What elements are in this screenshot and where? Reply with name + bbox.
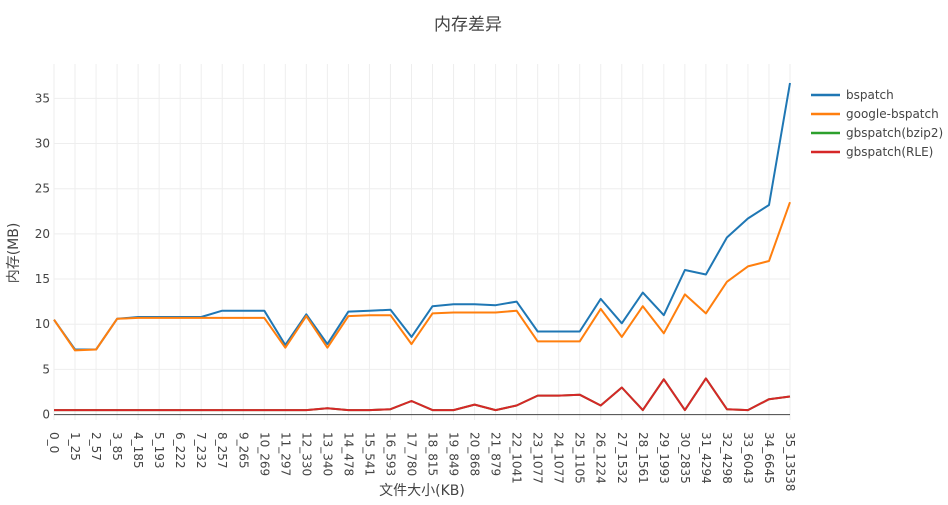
- y-tick-label: 10: [35, 317, 50, 331]
- x-tick-label: 3_85: [110, 432, 124, 461]
- x-tick-label: 2_57: [89, 432, 103, 461]
- legend-label: gbspatch(RLE): [846, 145, 933, 159]
- x-tick-label: 26_1224: [594, 432, 608, 484]
- x-tick-label: 34_6645: [762, 432, 776, 484]
- x-axis-ticks: 0_0 1_25 2_57 3_85 4_185 5_193 6_222 7_232 8_257…: [47, 432, 797, 491]
- x-tick-label: 31_4294: [699, 432, 713, 484]
- x-tick-label: 10_269: [257, 432, 271, 476]
- x-tick-label: 27_1532: [615, 432, 629, 484]
- grid: [53, 64, 791, 420]
- x-tick-label: 30_2835: [678, 432, 692, 484]
- x-tick-label: 12_330: [299, 432, 313, 476]
- x-tick-label: 0_0: [47, 432, 61, 453]
- legend-label: gbspatch(bzip2): [846, 126, 943, 140]
- chart-title: 内存差异: [434, 15, 502, 35]
- x-tick-label: 29_1993: [657, 432, 671, 484]
- legend-item[interactable]: gbspatch(bzip2): [811, 126, 943, 140]
- series-line: [54, 377, 791, 412]
- series-lines: [53, 82, 791, 412]
- y-tick-label: 0: [42, 408, 50, 422]
- x-tick-label: 15_541: [362, 432, 376, 476]
- x-tick-label: 8_257: [215, 432, 229, 469]
- x-tick-label: 18_815: [426, 432, 440, 476]
- x-tick-label: 28_1561: [636, 432, 650, 484]
- series-line: [53, 201, 791, 352]
- x-tick-label: 22_1041: [510, 432, 524, 484]
- x-tick-label: 17_780: [404, 432, 418, 476]
- x-tick-label: 35_13538: [783, 432, 797, 491]
- x-tick-label: 9_265: [236, 432, 250, 469]
- x-tick-label: 24_1077: [552, 432, 566, 484]
- y-axis-ticks: 0 5 10 15 20 25 30 35: [35, 91, 50, 421]
- y-tick-label: 20: [35, 227, 50, 241]
- x-tick-label: 14_478: [341, 432, 355, 476]
- legend-item[interactable]: bspatch: [811, 88, 894, 102]
- y-axis-label: 内存(MB): [6, 223, 22, 284]
- y-tick-label: 35: [35, 91, 50, 105]
- x-tick-label: 1_25: [68, 432, 82, 461]
- x-tick-label: 4_185: [131, 432, 145, 469]
- x-tick-label: 32_4298: [720, 432, 734, 484]
- x-tick-label: 23_1077: [531, 432, 545, 484]
- legend-label: google-bspatch: [846, 107, 939, 121]
- x-tick-label: 7_232: [194, 432, 208, 469]
- legend[interactable]: bspatch google-bspatch gbspatch(bzip2) gbsp…: [811, 88, 943, 159]
- x-tick-label: 19_849: [447, 432, 461, 476]
- x-tick-label: 11_297: [278, 432, 292, 476]
- x-tick-label: 21_879: [489, 432, 503, 476]
- x-tick-label: 25_1105: [573, 432, 587, 484]
- legend-item[interactable]: gbspatch(RLE): [811, 145, 933, 159]
- x-tick-label: 16_593: [383, 432, 397, 476]
- x-axis-label: 文件大小(KB): [379, 483, 465, 499]
- x-tick-label: 13_340: [320, 432, 334, 476]
- x-tick-label: 20_868: [468, 432, 482, 476]
- x-tick-label: 5_193: [152, 432, 166, 469]
- x-tick-label: 6_222: [173, 432, 187, 469]
- y-tick-label: 15: [35, 272, 50, 286]
- y-tick-label: 30: [35, 137, 50, 151]
- y-tick-label: 25: [35, 182, 50, 196]
- x-tick-label: 33_6043: [741, 432, 755, 484]
- legend-item[interactable]: google-bspatch: [811, 107, 939, 121]
- legend-label: bspatch: [846, 88, 894, 102]
- series-line: [53, 82, 791, 351]
- y-tick-label: 5: [42, 362, 50, 376]
